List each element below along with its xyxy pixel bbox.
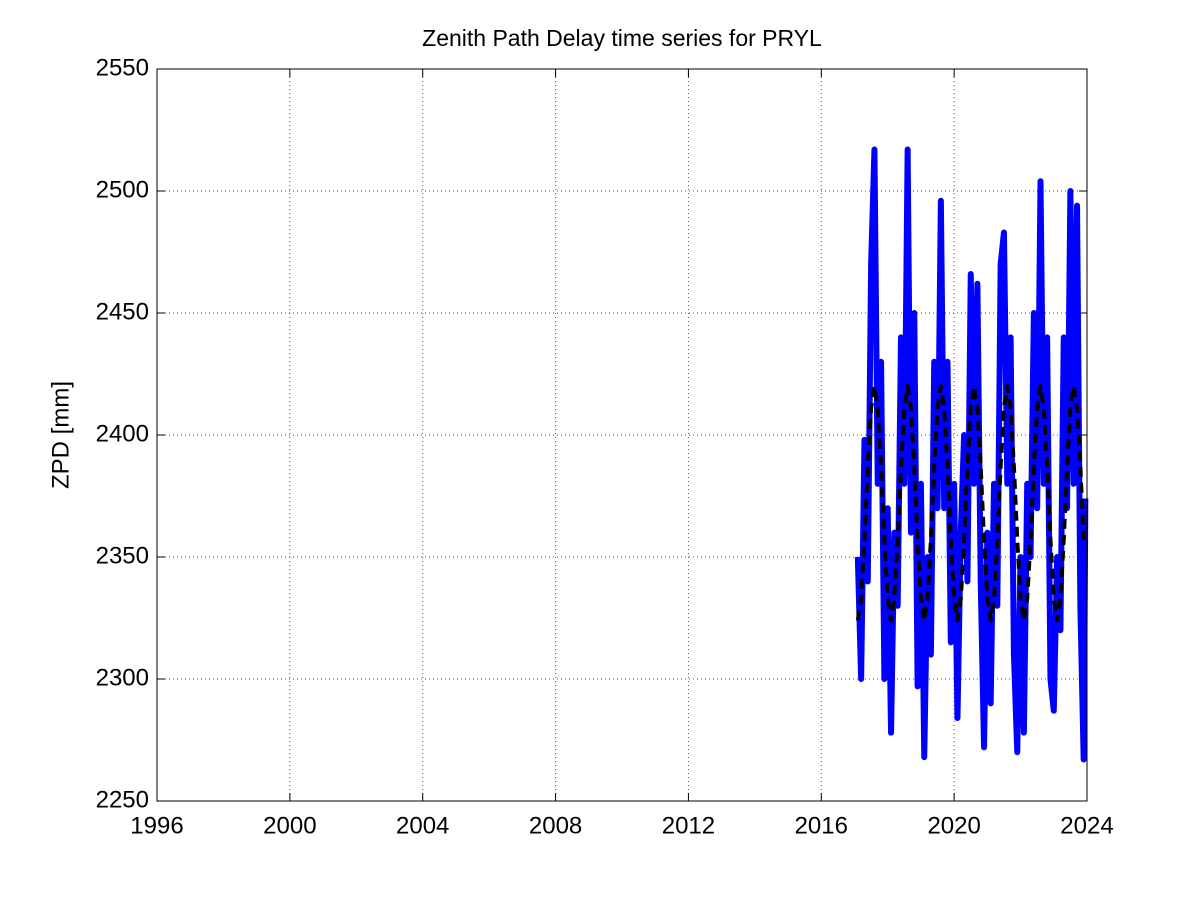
x-tick-label: 2000 [263,812,316,839]
y-tick-label: 2250 [96,786,149,813]
y-tick-label: 2450 [96,298,149,325]
x-tick-label: 2008 [529,812,582,839]
y-tick-label: 2500 [96,176,149,203]
y-tick-label: 2350 [96,542,149,569]
x-tick-label: 2016 [795,812,848,839]
x-tick-label: 2012 [662,812,715,839]
fit-line [855,384,1086,623]
y-tick-label: 2300 [96,664,149,691]
x-tick-label: 2020 [927,812,980,839]
x-tick-label: 2024 [1060,812,1113,839]
y-tick-label: 2550 [96,54,149,81]
chart-title: Zenith Path Delay time series for PRYL [422,25,822,51]
y-axis-label: ZPD [mm] [47,381,74,489]
plot-frame [156,68,1088,802]
x-tick-label: 1996 [130,812,183,839]
x-tick-label: 2004 [396,812,449,839]
y-tick-label: 2400 [96,420,149,447]
